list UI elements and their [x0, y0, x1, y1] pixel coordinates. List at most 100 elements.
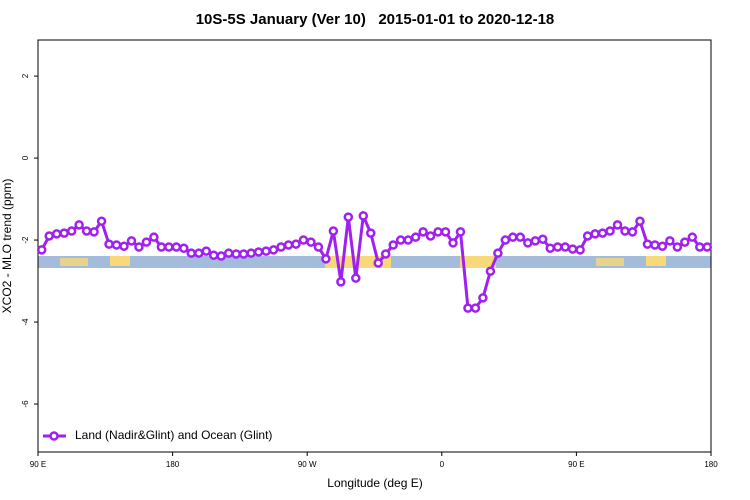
data-point [478, 293, 488, 303]
data-point [635, 216, 645, 226]
legend-label: Land (Nadir&Glint) and Ocean (Glint) [75, 428, 272, 442]
data-point [298, 235, 309, 245]
data-point [246, 248, 256, 258]
data-point [351, 273, 361, 283]
land-patch [460, 256, 496, 268]
data-point [119, 241, 129, 251]
x-tick-label: 90 E [30, 460, 46, 469]
data-point [440, 227, 451, 237]
y-tick-label: 0 [21, 155, 30, 160]
data-point [201, 246, 211, 256]
x-tick-label: 90 W [298, 460, 317, 469]
data-point [403, 235, 413, 245]
data-point [605, 226, 615, 236]
data-point [186, 248, 197, 258]
data-point [590, 229, 600, 239]
legend-marker [49, 431, 59, 441]
data-point [627, 227, 638, 237]
data-point [321, 254, 331, 264]
data-point [657, 241, 668, 251]
data-point [552, 242, 563, 252]
data-point [149, 232, 159, 242]
data-point [538, 234, 548, 244]
land-patch [596, 258, 624, 266]
data-point [216, 251, 226, 261]
data-point [672, 242, 683, 252]
y-tick-label: -2 [21, 236, 30, 244]
x-tick-label: 0 [440, 460, 445, 469]
data-point [358, 211, 369, 221]
data-point [575, 245, 585, 255]
data-point [141, 237, 152, 247]
x-axis-label: Longitude (deg E) [327, 476, 422, 490]
chart-title: 10S-5S January (Ver 10) 2015-01-01 to 20… [196, 11, 555, 28]
data-point [51, 229, 62, 239]
data-point [567, 244, 578, 254]
y-tick-label: -4 [21, 318, 30, 326]
data-point [582, 231, 593, 241]
data-point [231, 249, 241, 259]
data-point [104, 239, 114, 249]
data-point [470, 303, 481, 313]
data-point [642, 239, 653, 249]
data-point [493, 248, 503, 258]
data-point [253, 247, 264, 257]
data-point [134, 242, 144, 252]
data-point [380, 249, 391, 259]
data-point [194, 248, 204, 258]
data-point [530, 236, 541, 246]
data-point [126, 236, 137, 246]
x-tick-label: 180 [166, 460, 180, 469]
data-point [560, 242, 570, 252]
data-point [702, 242, 713, 252]
data-point [395, 235, 406, 245]
data-point [612, 220, 623, 230]
data-point [455, 227, 466, 237]
data-point [238, 249, 249, 259]
data-point [597, 228, 608, 238]
data-point [665, 236, 675, 246]
data-point [485, 266, 496, 276]
land-patch [110, 256, 130, 266]
data-point [89, 227, 99, 237]
data-point [81, 226, 92, 236]
data-point [59, 228, 69, 238]
data-point [66, 226, 77, 236]
y-tick-label: 2 [21, 73, 30, 78]
data-point [650, 240, 660, 250]
data-point [74, 220, 84, 230]
land-patch [60, 258, 88, 266]
data-point [313, 242, 324, 252]
data-point [687, 232, 698, 242]
data-point [291, 239, 301, 249]
data-point [223, 248, 234, 258]
data-point [261, 246, 271, 256]
data-point [500, 235, 511, 245]
data-point [111, 240, 122, 250]
y-axis-label: XCO2 - MLO trend (ppm) [0, 179, 14, 314]
data-point [545, 243, 555, 254]
data-point [418, 227, 428, 237]
data-point [410, 232, 421, 242]
data-point [515, 232, 526, 242]
data-point [164, 242, 174, 252]
data-point [208, 250, 219, 260]
land-patch [646, 256, 666, 266]
data-point [171, 242, 182, 252]
x-tick-label: 180 [704, 460, 718, 469]
data-point [366, 228, 376, 238]
data-point [388, 240, 398, 250]
data-point [695, 242, 705, 252]
data-point [283, 240, 294, 250]
data-point [156, 242, 167, 252]
data-point [343, 212, 354, 222]
data-point [373, 258, 383, 268]
data-point [306, 237, 316, 247]
data-point [179, 243, 189, 254]
data-point [463, 303, 473, 313]
data-point [425, 231, 436, 241]
data-point [508, 232, 518, 242]
data-point [96, 216, 107, 226]
x-tick-label: 90 E [568, 460, 584, 469]
